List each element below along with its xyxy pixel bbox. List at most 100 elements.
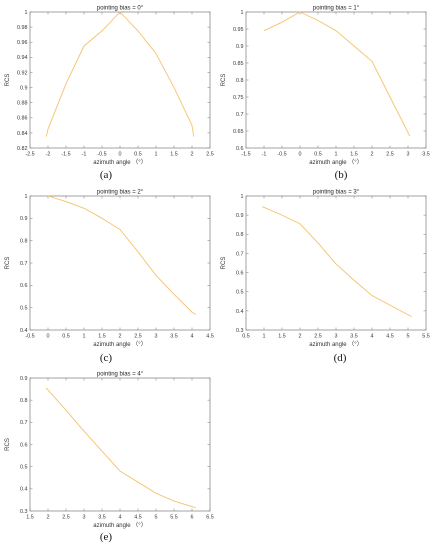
- chart-a-ytick-label: 0.9: [20, 85, 28, 91]
- chart-c-xtick-label: -0.5: [25, 334, 34, 340]
- chart-d-xtick-label: 5.5: [422, 334, 430, 340]
- chart-b-xtick-label: 0.5: [314, 152, 322, 158]
- chart-c-xtick-label: 3.5: [170, 334, 178, 340]
- chart-b-ytick-label: 0.75: [233, 95, 244, 101]
- chart-e-ytick-label: 0.6: [20, 442, 28, 448]
- chart-c-ytick-label: 0.7: [20, 261, 28, 267]
- chart-a-xtick-label: 1.5: [170, 152, 178, 158]
- chart-b-xlabel: azimuth angle （°）: [309, 159, 362, 166]
- chart-b-ytick-label: 0.85: [233, 61, 244, 67]
- chart-d-ytick-label: 0.4: [236, 309, 244, 315]
- chart-b-frame: [245, 11, 427, 149]
- chart-d-xtick-label: 1.5: [278, 334, 286, 340]
- chart-e-xtick-label: 4.5: [134, 515, 142, 521]
- chart-c-xtick-label: 2.5: [134, 334, 142, 340]
- chart-b-xtick-label: 2.5: [386, 152, 394, 158]
- chart-b-ytick-label: 0.7: [236, 112, 244, 118]
- chart-d-ytick-label: 0.8: [236, 232, 244, 238]
- chart-a-title: pointing bias = 0°: [97, 6, 144, 12]
- chart-d-title: pointing bias = 3°: [313, 190, 360, 196]
- chart-a-series-line: [45, 11, 195, 137]
- chart-c-xlabel: azimuth angle （°）: [93, 341, 146, 348]
- chart-e-ytick-label: 0.9: [20, 376, 28, 382]
- chart-a-xtick-label: -2: [46, 152, 51, 158]
- chart-a-xtick-label: 2: [191, 152, 194, 158]
- chart-d-xtick-label: 2.5: [314, 334, 322, 340]
- chart-a-ytick-label: 0.88: [17, 101, 28, 107]
- chart-e-ytick-label: 0.7: [20, 420, 28, 426]
- chart-c-xtick-label: 4.5: [206, 334, 214, 340]
- chart-e-xlabel: azimuth angle （°）: [93, 522, 146, 529]
- chart-a-xtick-label: 0.5: [134, 152, 142, 158]
- chart-a-xtick-label: -2.5: [25, 152, 34, 158]
- chart-panel-e: 1.5 2 2.5 3 3.5 4 4.5 5 5.5 6 6.5 0.3 0.4 0.5 0.6 0.7 0.…: [0, 369, 216, 550]
- chart-a-xtick-label: -0.5: [97, 152, 106, 158]
- chart-d-series-line: [262, 206, 412, 317]
- chart-a-ytick-label: 0.98: [17, 25, 28, 31]
- chart-a-plot: -2.5 -2 -1.5 -1 -0.5 0 0.5 1 1.5 2 2.5 0.82 0.84 0.86…: [5, 6, 214, 167]
- chart-c-plot: -0.5 0 0.5 1 1.5 2 2.5 3 3.5 4 4.5 0.4 0.5 0.6 0.7 0.8 0…: [5, 190, 214, 349]
- chart-b-ytick-label: 0.65: [233, 129, 244, 135]
- chart-a-ytick-label: 0.96: [17, 40, 28, 46]
- chart-c-ytick-label: 0.8: [20, 239, 28, 245]
- chart-b-ytick-label: 0.95: [233, 27, 244, 33]
- caption-e: (e): [99, 531, 113, 543]
- chart-e-series-line: [45, 387, 196, 509]
- chart-c-xtick-label: 1.5: [98, 334, 106, 340]
- chart-c-xtick-label: 2: [119, 334, 122, 340]
- chart-a-ytick-label: 0.94: [17, 55, 28, 61]
- chart-e-xtick-label: 3.5: [98, 515, 106, 521]
- chart-e-xtick-label: 6.5: [206, 515, 214, 521]
- chart-d-ytick-label: 0.6: [236, 270, 244, 276]
- chart-d-plot: 0.5 1 1.5 2 2.5 3 3.5 4 4.5 5 5.5 0.3 0.4 0.5 0.6 0.7 0.…: [221, 190, 430, 349]
- chart-e-xtick-label: 1.5: [26, 515, 34, 521]
- chart-d-xtick-label: 5: [407, 334, 410, 340]
- chart-a-ytick-label: 1: [25, 10, 28, 16]
- chart-b-xtick-label: 0: [299, 152, 302, 158]
- chart-e-xtick-label: 5.5: [170, 515, 178, 521]
- chart-a-ytick-label: 0.86: [17, 116, 28, 122]
- chart-d-xlabel: azimuth angle （°）: [309, 341, 362, 348]
- chart-e-xtick-label: 6: [191, 515, 194, 521]
- chart-a-xtick-label: -1: [82, 152, 87, 158]
- caption-d: (d): [333, 352, 347, 364]
- chart-c-xtick-label: 4: [191, 334, 194, 340]
- chart-b-ytick-label: 0.9: [236, 44, 244, 50]
- chart-b-xtick-label: 3: [407, 152, 410, 158]
- chart-e-ytick-label: 0.8: [20, 398, 28, 404]
- chart-panel-a: -2.5 -2 -1.5 -1 -0.5 0 0.5 1 1.5 2 2.5 0.82 0.84 0.86…: [0, 0, 216, 185]
- chart-d-ytick-label: 1: [241, 194, 244, 200]
- chart-e-xtick-label: 3: [83, 515, 86, 521]
- chart-d-ytick-label: 0.3: [236, 328, 244, 334]
- chart-d-xtick-label: 4.5: [386, 334, 394, 340]
- chart-e-xtick-label: 2.5: [62, 515, 70, 521]
- chart-a-ytick-label: 0.82: [17, 146, 28, 152]
- chart-d-xtick-label: 3.5: [350, 334, 358, 340]
- chart-c-frame: [29, 195, 211, 331]
- chart-b-xtick-label: -1: [262, 152, 267, 158]
- chart-a-xtick-label: 2.5: [206, 152, 214, 158]
- caption-a: (a): [99, 169, 113, 181]
- chart-c-xtick-label: 1: [83, 334, 86, 340]
- chart-c-series-line: [47, 195, 196, 315]
- chart-c-ytick-label: 0.9: [20, 216, 28, 222]
- chart-e-ytick-label: 0.3: [20, 509, 28, 515]
- chart-e-xtick-label: 2: [47, 515, 50, 521]
- chart-b-title: pointing bias = 1°: [313, 6, 360, 12]
- chart-d-xtick-label: 3: [335, 334, 338, 340]
- caption-b: (b): [334, 169, 348, 181]
- chart-b-ytick-label: 1: [241, 10, 244, 16]
- chart-b-xtick-label: 1.5: [350, 152, 358, 158]
- chart-b-xtick-label: -0.5: [277, 152, 286, 158]
- chart-d-ylabel: RCS: [221, 257, 227, 270]
- chart-d-xtick-label: 1: [263, 334, 266, 340]
- chart-c-xtick-label: 0: [47, 334, 50, 340]
- chart-c-ytick-label: 0.4: [20, 328, 28, 334]
- chart-c-xtick-label: 3: [155, 334, 158, 340]
- chart-e-title: pointing bias = 4°: [97, 372, 144, 378]
- chart-c-ytick-label: 1: [25, 194, 28, 200]
- caption-c: (c): [99, 352, 113, 364]
- chart-d-xtick-label: 4: [371, 334, 374, 340]
- chart-e-ylabel: RCS: [5, 438, 11, 451]
